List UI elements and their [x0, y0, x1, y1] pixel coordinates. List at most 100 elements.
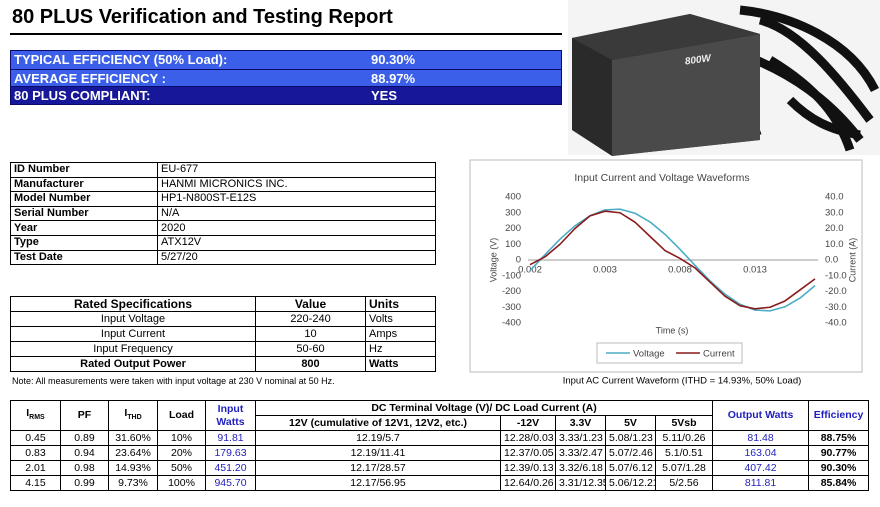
cell: 9.73% — [108, 475, 158, 491]
summary-label: 80 PLUS COMPLIANT: — [14, 88, 151, 104]
report-title: 80 PLUS Verification and Testing Report — [12, 6, 393, 28]
cell: 811.81 — [712, 475, 810, 491]
cell: 85.84% — [808, 475, 870, 491]
info-row: Manufacturer HANMI MICRONICS INC. — [10, 176, 436, 193]
specs-row: Input Current 10 Amps — [10, 326, 436, 342]
group-header: DC Terminal Voltage (V)/ DC Load Current… — [254, 400, 714, 416]
summary-box: TYPICAL EFFICIENCY (50% Load): 90.30% AVER… — [10, 50, 562, 105]
sub-header: 12V (cumulative of 12V1, 12V2, etc.) — [255, 415, 501, 431]
summary-value: 88.97% — [371, 70, 416, 86]
spec-value: 220-240 — [255, 311, 366, 327]
header-text: Input Watts — [216, 402, 245, 428]
y2-tick-label: 30.0 — [825, 207, 844, 218]
header-subscript: THD — [127, 414, 142, 422]
info-label: ID Number — [10, 162, 158, 178]
cell: 10% — [157, 430, 206, 446]
info-row: Type ATX12V — [10, 234, 436, 251]
summary-row: AVERAGE EFFICIENCY : 88.97% — [11, 68, 561, 87]
summary-row: TYPICAL EFFICIENCY (50% Load): 90.30% — [11, 51, 561, 69]
y-tick-label: 300 — [505, 207, 521, 218]
specs-row: Rated Output Power 800 Watts — [10, 356, 436, 372]
info-label: Serial Number — [10, 205, 158, 222]
series-line — [529, 208, 816, 312]
summary-value: 90.30% — [371, 52, 416, 67]
cell: 100% — [157, 475, 206, 491]
data-row: 0.83 0.94 23.64% 20% 179.63 12.19/11.41 12.37/… — [10, 445, 870, 461]
cell: 4.15 — [10, 475, 61, 491]
y-tick-label: 200 — [505, 223, 521, 234]
cell: 90.77% — [808, 445, 870, 461]
cell: 0.83 — [10, 445, 61, 461]
summary-row: 80 PLUS COMPLIANT: YES — [11, 86, 561, 104]
cell: 0.98 — [60, 460, 109, 476]
header-text: Load — [168, 409, 195, 421]
header-text: I — [124, 406, 128, 419]
series-line — [529, 210, 816, 310]
cell: 23.64% — [108, 445, 158, 461]
summary-label: TYPICAL EFFICIENCY (50% Load): — [14, 52, 228, 67]
cell: 50% — [157, 460, 206, 476]
y-tick-label: -200 — [502, 286, 521, 297]
cell: 14.93% — [108, 460, 158, 476]
cell: 12.28/0.03 — [500, 430, 556, 446]
cell: 5.1/0.51 — [654, 445, 714, 461]
specs-header: Value — [255, 296, 366, 312]
subheader-row: 12V (cumulative of 12V1, 12V2, etc.) -12V… — [11, 415, 869, 431]
specs-header-row: Rated Specifications Value Units — [10, 296, 436, 312]
x-tick-label: 0.003 — [593, 265, 617, 276]
y2-tick-label: 10.0 — [825, 239, 844, 250]
y2-tick-label: 20.0 — [825, 223, 844, 234]
load-table: IRMS PF ITHD Load Input Watts DC Terminal Vol… — [10, 400, 870, 491]
spec-value: 10 — [255, 326, 366, 342]
cell: 0.94 — [60, 445, 109, 461]
spec-unit: Hz — [365, 341, 436, 357]
info-label: Manufacturer — [10, 176, 158, 193]
cell: 3.31/12.35 — [555, 475, 606, 491]
specs-header: Units — [365, 296, 436, 312]
specs-table: Rated Specifications Value Units Input Volt… — [10, 296, 436, 372]
y-tick-label: 100 — [505, 239, 521, 250]
cell: 0.99 — [60, 475, 109, 491]
cell: 12.19/5.7 — [255, 430, 501, 446]
header-text: I — [26, 406, 30, 419]
spec-label: Input Voltage — [10, 311, 256, 327]
specs-row: Input Frequency 50-60 Hz — [10, 341, 436, 357]
data-row: 0.45 0.89 31.60% 10% 91.81 12.19/5.7 12.28/0.0… — [10, 430, 870, 446]
cell: 5.07/6.12 — [605, 460, 656, 476]
psu-top — [572, 14, 760, 60]
info-row: Year 2020 — [10, 220, 436, 236]
y-tick-label: -300 — [502, 302, 521, 313]
info-row: ID Number EU-677 — [10, 162, 436, 178]
psu-front — [612, 34, 760, 156]
spec-label: Rated Output Power — [10, 356, 256, 372]
legend-label: Voltage — [633, 349, 665, 360]
y2-tick-label: -40.0 — [825, 318, 847, 329]
info-value: ATX12V — [157, 234, 436, 251]
cell: 0.89 — [60, 430, 109, 446]
x-tick-label: 0.008 — [668, 265, 692, 276]
info-label: Test Date — [10, 249, 158, 266]
info-row: Test Date 5/27/20 — [10, 249, 436, 266]
info-value: 2020 — [157, 220, 436, 236]
info-value: N/A — [157, 205, 436, 222]
y-tick-label: 400 — [505, 192, 521, 203]
cell: 91.81 — [205, 430, 256, 446]
column-header: PF — [60, 400, 109, 431]
sub-header: 5Vsb — [654, 415, 714, 431]
chart-caption: Input AC Current Waveform (ITHD = 14.93%… — [563, 376, 802, 387]
header-row: IRMS PF ITHD Load Input Watts DC Terminal Vol… — [10, 400, 870, 431]
column-header: ITHD — [108, 400, 158, 431]
spec-value: 50-60 — [255, 341, 366, 357]
info-label: Model Number — [10, 191, 158, 207]
sub-header: 3.3V — [555, 415, 606, 431]
column-header: Output Watts — [712, 400, 810, 431]
column-header: Input Watts — [205, 400, 256, 431]
cell: 5.07/1.28 — [654, 460, 714, 476]
data-row: 4.15 0.99 9.73% 100% 945.70 12.17/56.95 12.64/… — [10, 475, 870, 491]
cell: 90.30% — [808, 460, 870, 476]
cell: 5.11/0.26 — [654, 430, 714, 446]
cell: 3.33/2.47 — [555, 445, 606, 461]
cell: 12.19/11.41 — [255, 445, 501, 461]
legend-box — [596, 342, 743, 364]
